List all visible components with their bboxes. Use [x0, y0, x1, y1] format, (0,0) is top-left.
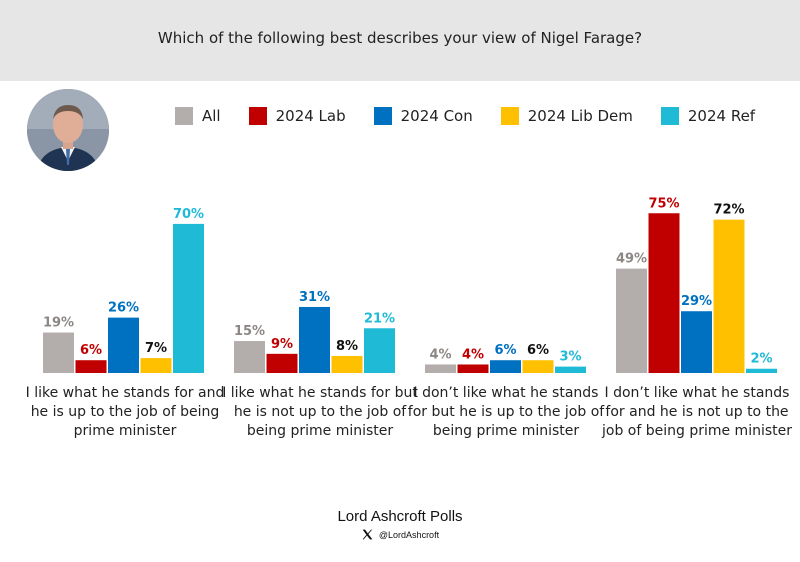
legend-label: 2024 Ref: [687, 107, 756, 125]
bar: [331, 355, 363, 373]
bar: [746, 368, 777, 373]
bar: [234, 341, 265, 373]
legend-item-libdem: 2024 Lib Dem: [500, 107, 633, 125]
bar: [364, 328, 395, 373]
bar: [681, 311, 712, 373]
data-label: 19%: [43, 316, 74, 331]
data-label: 7%: [145, 341, 167, 356]
data-label: 29%: [681, 294, 712, 309]
category-label: I don’t like what he stands for and he i…: [601, 385, 792, 439]
footer-brand: Lord Ashcroft Polls: [337, 508, 463, 525]
data-label: 49%: [616, 252, 647, 267]
footer-handle: @LordAshcroft: [0, 528, 800, 541]
data-label: 6%: [494, 343, 516, 358]
data-label: 21%: [364, 311, 395, 326]
legend-swatch: [660, 107, 679, 125]
bar: [140, 358, 172, 373]
bar-chart: 19% 15% 4% 49% 6% 9% 4% 75% 26% 31% 6% 29% 7% 8% 6% 72%…: [43, 196, 777, 373]
legend-label: All: [202, 107, 221, 125]
chart-header: Which of the following best describes yo…: [0, 0, 800, 81]
legend-label: 2024 Lib Dem: [527, 107, 633, 125]
chart-title: Which of the following best describes yo…: [157, 29, 643, 47]
category-label: I don’t like what he stands for but he i…: [407, 385, 605, 439]
data-label: 72%: [713, 203, 744, 218]
data-label: 70%: [173, 207, 204, 222]
legend-swatch: [248, 107, 267, 125]
data-label: 15%: [234, 324, 265, 339]
category-label: I like what he stands for and he is up t…: [25, 385, 225, 439]
legend-swatch: [373, 107, 392, 125]
data-label: 4%: [429, 347, 451, 362]
data-label: 31%: [299, 290, 330, 305]
data-label: 26%: [108, 301, 139, 316]
handle-text: @LordAshcroft: [378, 529, 440, 540]
data-label: 8%: [336, 339, 358, 354]
legend-item-con: 2024 Con: [373, 107, 473, 125]
bar: [490, 360, 521, 373]
legend-item-lab: 2024 Lab: [248, 107, 346, 125]
bar: [75, 360, 107, 373]
bar: [522, 360, 554, 373]
legend-label: 2024 Con: [400, 107, 473, 125]
x-logo-icon: [362, 529, 373, 540]
bar: [43, 332, 74, 373]
bar: [616, 268, 647, 373]
legend-swatch: [175, 107, 193, 125]
legend-label: 2024 Lab: [275, 107, 346, 125]
category-label: I like what he stands for but he is not …: [222, 385, 418, 439]
legend-item-ref: 2024 Ref: [660, 107, 756, 125]
bar: [713, 219, 745, 373]
bar: [108, 317, 139, 373]
bar: [299, 306, 330, 373]
data-label: 2%: [750, 352, 772, 367]
legend-swatch: [500, 107, 519, 125]
bar: [555, 366, 586, 373]
bar: [457, 364, 489, 373]
bar: [266, 353, 298, 373]
bar: [425, 364, 456, 373]
bar: [648, 213, 680, 373]
data-label: 4%: [462, 347, 484, 362]
bar: [173, 223, 204, 373]
data-label: 9%: [271, 337, 293, 352]
data-label: 75%: [648, 196, 679, 211]
legend-item-all: All: [175, 107, 221, 125]
data-label: 3%: [559, 350, 581, 365]
legend: All 2024 Lab 2024 Con 2024 Lib Dem 2024 …: [175, 104, 783, 128]
data-label: 6%: [527, 343, 549, 358]
data-label: 6%: [80, 343, 102, 358]
